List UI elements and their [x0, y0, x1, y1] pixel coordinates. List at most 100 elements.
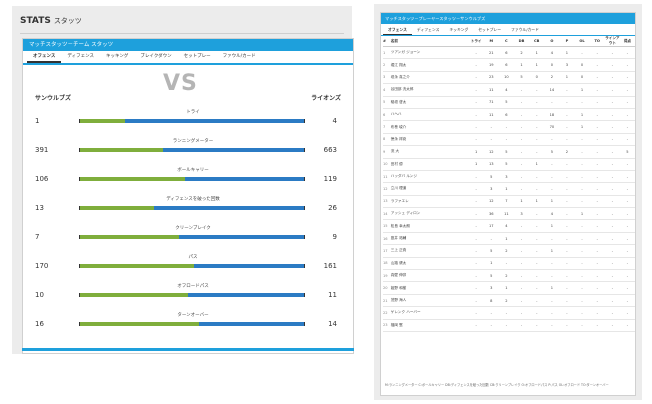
ptab-kicking[interactable]: キッキング [449, 27, 469, 32]
column-header: トライ [468, 36, 484, 47]
stat-cell: 14 [544, 83, 560, 97]
player-name[interactable]: 垣永 真之介 [390, 71, 469, 85]
player-name[interactable]: ハッダバ ルンジ [390, 170, 469, 184]
stat-cell: - [589, 120, 605, 134]
ptab-offense[interactable]: オフェンス [383, 24, 412, 35]
ptab-setplay[interactable]: セットプレー [478, 27, 502, 32]
stat-cell: 2 [544, 71, 560, 85]
stat-cell: 6 [498, 58, 514, 72]
player-name[interactable]: 田村 優 [390, 158, 469, 171]
column-header: OL [574, 36, 590, 47]
stat-cell: - [604, 108, 620, 122]
stat-cell: 1 [529, 58, 545, 72]
stat-cell: 12 [483, 195, 499, 209]
stat-cell: - [559, 170, 575, 184]
stat-cell: - [574, 294, 590, 308]
stat-cell: - [468, 319, 484, 333]
stat-cell: 1 [574, 120, 590, 134]
stat-cell: 5 [513, 71, 530, 85]
table-row: 17 三上 正貴 -5 2- -1- - - - - [383, 244, 635, 258]
tab-kicking[interactable]: キッキング [106, 54, 129, 59]
player-stats-panel: マッチスタッツ－プレーヤースタッツ－サンウルブズ オフェンス ディフェンス キッ… [374, 4, 642, 400]
stat-cell: - [513, 269, 530, 283]
player-name[interactable]: 堀江 翔太 [390, 58, 469, 72]
player-name[interactable]: 福岡 堅 [390, 319, 469, 333]
stat-cell: 11 [483, 83, 499, 97]
stat-cell: 71 [483, 96, 499, 109]
player-name[interactable]: 山路 健太 [390, 257, 469, 271]
stat-cell: - [529, 269, 545, 283]
table-row: 23 福岡 堅----------- [383, 319, 635, 333]
player-name[interactable]: ハヘハ [390, 108, 469, 122]
player-name[interactable]: 稲垣 啓太 [390, 96, 469, 109]
tab-setplay[interactable]: セットプレー [183, 54, 211, 59]
stat-cell: - [619, 244, 635, 258]
home-stat-value: 10 [35, 291, 44, 299]
stat-cell: - [604, 145, 620, 159]
stat-cell: 10 [498, 71, 514, 85]
player-name[interactable]: ゲレンク ハーバー [390, 306, 469, 320]
stat-cell: - [619, 170, 635, 184]
ptab-fouls-cards[interactable]: ファウル/カード [511, 27, 539, 32]
tab-breakdown[interactable]: ブレイクダウン [140, 54, 172, 59]
stat-cell: - [619, 108, 635, 122]
stat-cell: - [619, 83, 635, 97]
player-name[interactable]: ツアンガ ジョーン [390, 46, 469, 60]
player-name[interactable]: 松島 幸太朗 [390, 219, 469, 233]
tab-defense[interactable]: ディフェンス [67, 54, 95, 59]
ptab-defense[interactable]: ディフェンス [416, 27, 440, 32]
tab-fouls-cards[interactable]: ファウル/カード [222, 54, 256, 59]
player-number: 7 [383, 120, 391, 134]
stat-cell: 1 [544, 219, 560, 233]
stat-cell: - [513, 145, 530, 159]
player-number: 10 [383, 158, 391, 171]
stat-cell: - [513, 257, 530, 271]
stat-cell: 1 [544, 195, 560, 209]
player-name[interactable]: 布巻 峻介 [390, 120, 469, 134]
player-name[interactable]: 立川 理道 [390, 182, 469, 196]
away-stat-value: 14 [328, 320, 337, 328]
stat-cell: - [529, 306, 545, 320]
stat-cell: - [604, 46, 620, 60]
stat-cell: - [604, 232, 620, 246]
player-name[interactable]: 三上 正貴 [390, 244, 469, 258]
stat-cell: - [619, 281, 635, 295]
stat-cell: - [604, 244, 620, 258]
stat-cell: - [559, 281, 575, 295]
stat-cell: - [468, 120, 484, 134]
column-header: O [544, 36, 560, 47]
stat-cell: - [559, 269, 575, 283]
player-stats-card: マッチスタッツ－プレーヤースタッツ－サンウルブズ オフェンス ディフェンス キッ… [380, 12, 636, 396]
stat-cell: - [544, 257, 560, 271]
stat-cell: - [604, 83, 620, 97]
player-name[interactable]: 谷田部 洸太郎 [390, 83, 469, 97]
home-stat-value: 391 [35, 146, 49, 154]
player-name[interactable]: 茂野 海人 [390, 294, 469, 308]
player-name[interactable]: 真壁 伸弥 [390, 269, 469, 283]
stat-cell: - [589, 58, 605, 72]
stat-cell: - [619, 133, 635, 147]
stat-cell: - [559, 257, 575, 271]
player-name[interactable]: 流 大 [390, 145, 469, 159]
home-share-fill [80, 322, 199, 326]
table-row: 10 田村 優 1 13 5-1- - - - - - [383, 158, 635, 171]
tab-offense[interactable]: オフェンス [27, 51, 62, 63]
stat-cell: - [589, 207, 605, 221]
player-name[interactable]: 姫野 和樹 [390, 281, 469, 295]
column-header: 名前 [390, 36, 469, 47]
stat-cell: 5 [483, 244, 499, 258]
stat-cell: - [498, 120, 514, 134]
stat-cell: 2 [498, 269, 514, 283]
player-name[interactable]: ラファエレ [390, 195, 469, 209]
stat-cell: - [604, 158, 620, 171]
stat-cell: - [604, 58, 620, 72]
player-name[interactable]: アッシュ ディロン [390, 207, 469, 221]
player-name[interactable]: 徳永 祥尭 [390, 133, 469, 147]
player-number: 1 [383, 46, 391, 60]
stat-cell: - [559, 219, 575, 233]
stat-cell: 0 [544, 58, 560, 72]
stat-cell: - [604, 170, 620, 184]
player-number: 8 [383, 133, 391, 147]
player-name[interactable]: 庭井 祐輔 [390, 232, 469, 246]
stat-cell: - [498, 257, 514, 271]
